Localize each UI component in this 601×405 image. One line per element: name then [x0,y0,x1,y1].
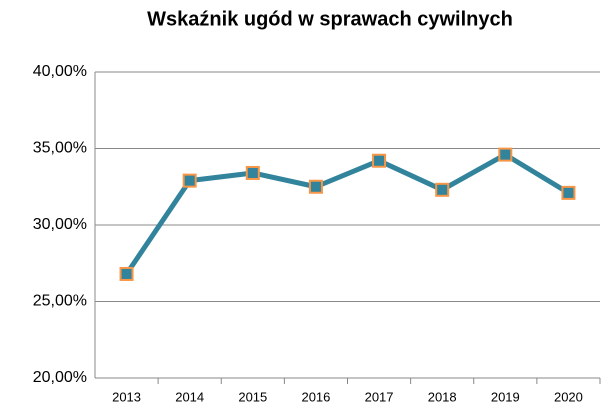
x-tick-label: 2016 [301,389,330,404]
marker [561,185,576,200]
x-tick-label: 2018 [428,389,457,404]
marker [119,266,134,281]
marker [182,173,197,188]
y-tick-label: 40,00% [33,63,87,80]
marker [372,153,387,168]
marker [245,165,260,180]
x-tick-label: 2014 [175,389,204,404]
x-tick-label: 2013 [112,389,141,404]
x-tick-label: 2019 [491,389,520,404]
marker [498,147,513,162]
marker [308,179,323,194]
series-line [124,152,570,276]
chart-title: Wskaźnik ugód w sprawach cywilnych [147,8,513,30]
y-tick-label: 30,00% [33,216,87,233]
x-tick-label: 2015 [238,389,267,404]
y-tick-label: 25,00% [33,293,87,310]
marker [435,182,450,197]
x-tick-label: 2020 [554,389,583,404]
y-tick-label: 35,00% [33,140,87,157]
y-tick-label: 20,00% [33,369,87,386]
x-tick-label: 2017 [365,389,394,404]
